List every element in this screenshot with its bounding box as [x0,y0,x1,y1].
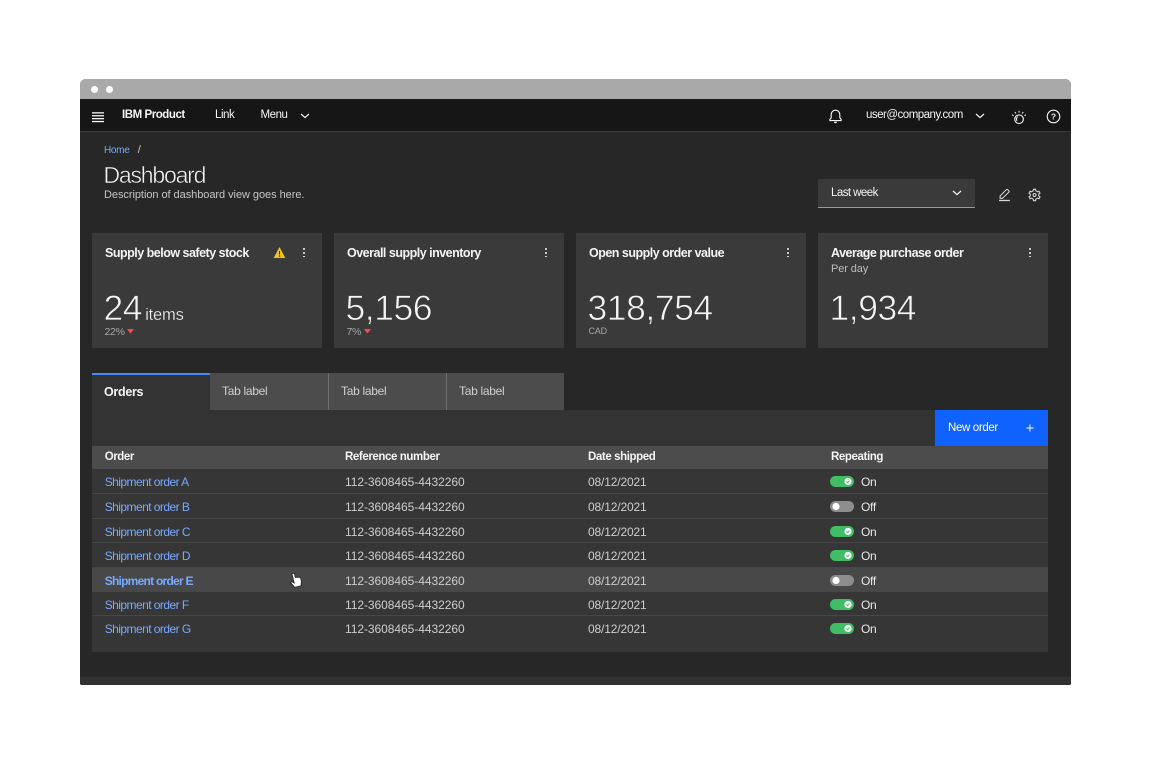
svg-text:?: ? [1051,112,1056,122]
